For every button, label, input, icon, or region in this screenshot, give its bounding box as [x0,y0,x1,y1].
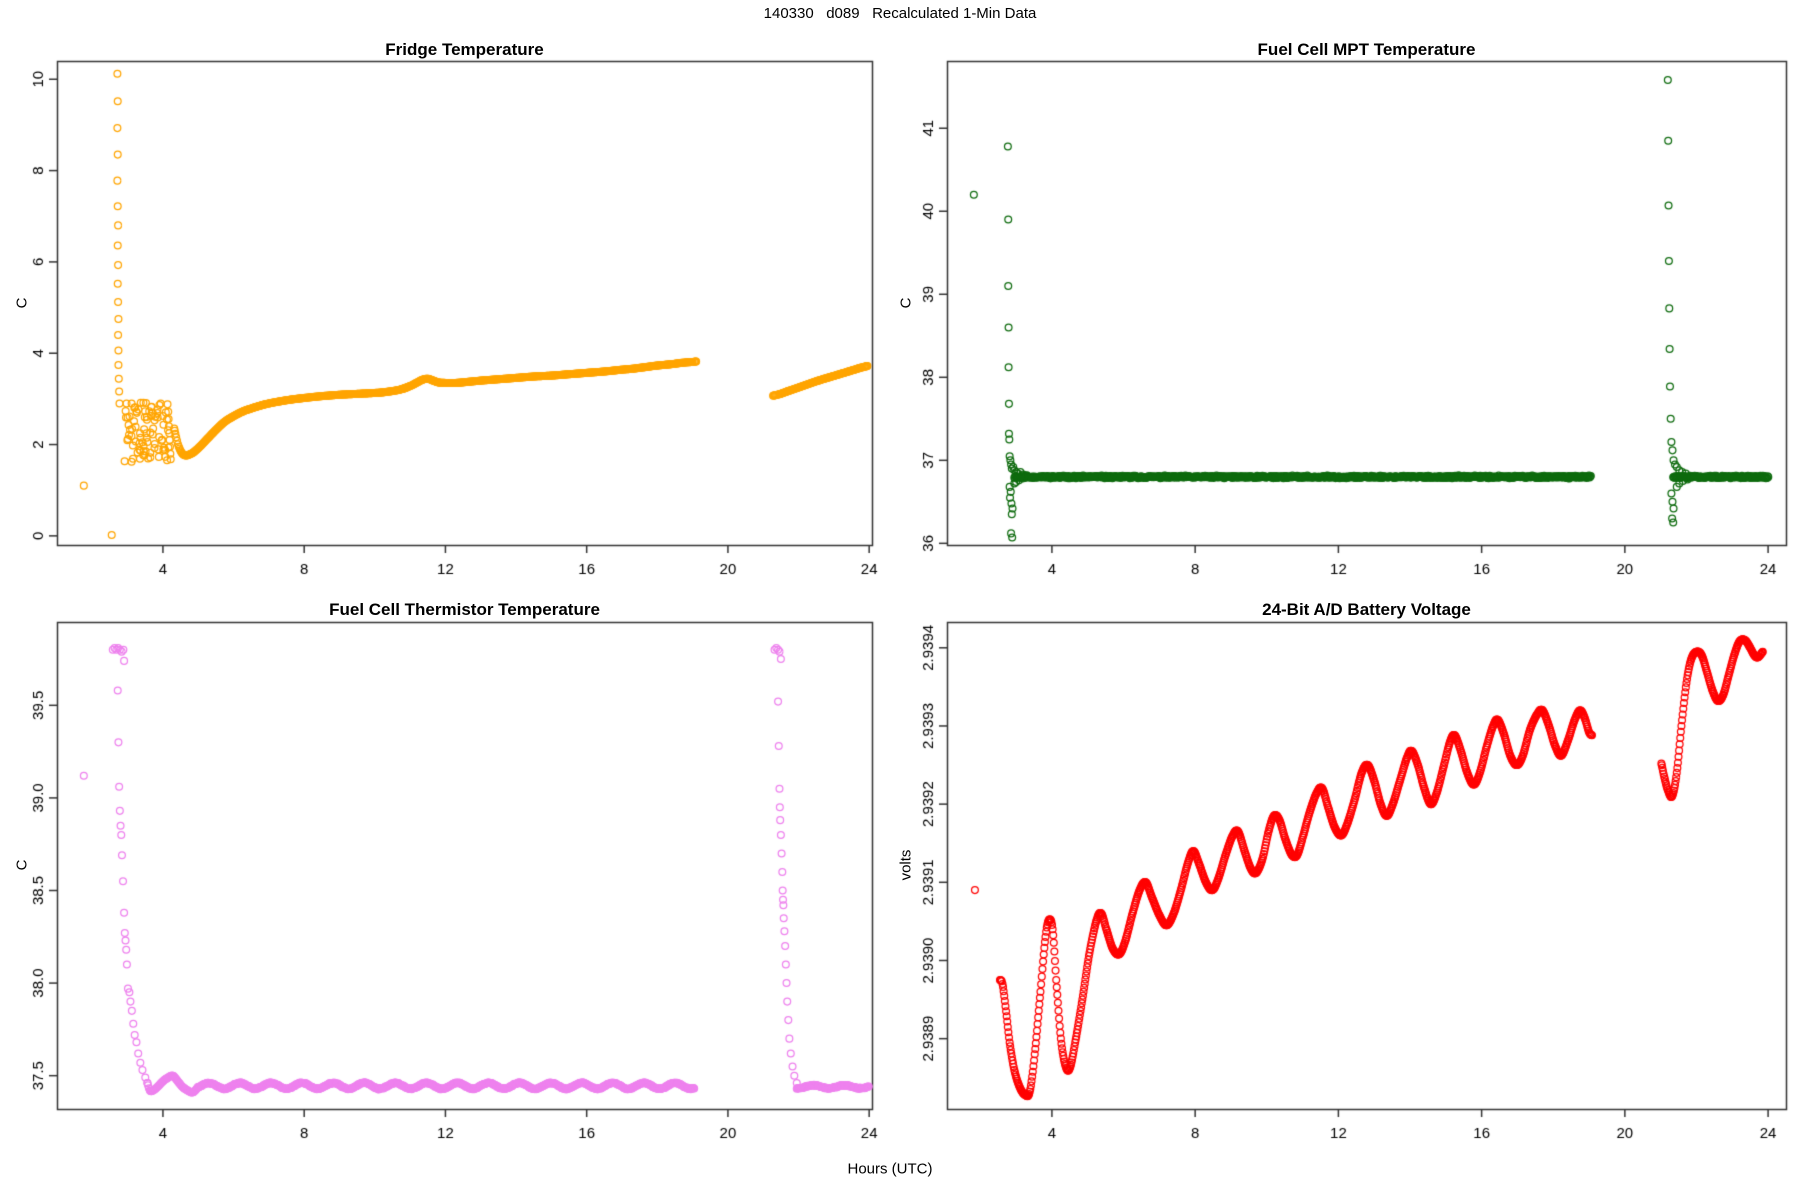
y-axis-label-fridge: C [13,297,31,309]
panel-title-fridge-temperature: Fridge Temperature [385,40,544,59]
y-axis-label-mpt: C [897,297,915,309]
y-axis-label-thermistor: C [13,859,31,871]
y-axis-label-volts: volts [897,849,915,881]
figure-title: 140330 d089 Recalculated 1-Min Data [763,5,1037,22]
x-axis-label: Hours (UTC) [847,1160,933,1178]
panel-title-fuel-cell-mpt-temperature: Fuel Cell MPT Temperature [1257,40,1476,59]
panel-title-fuel-cell-thermistor-temperature: Fuel Cell Thermistor Temperature [329,600,600,619]
panel-title-battery-voltage: 24-Bit A/D Battery Voltage [1262,600,1471,619]
